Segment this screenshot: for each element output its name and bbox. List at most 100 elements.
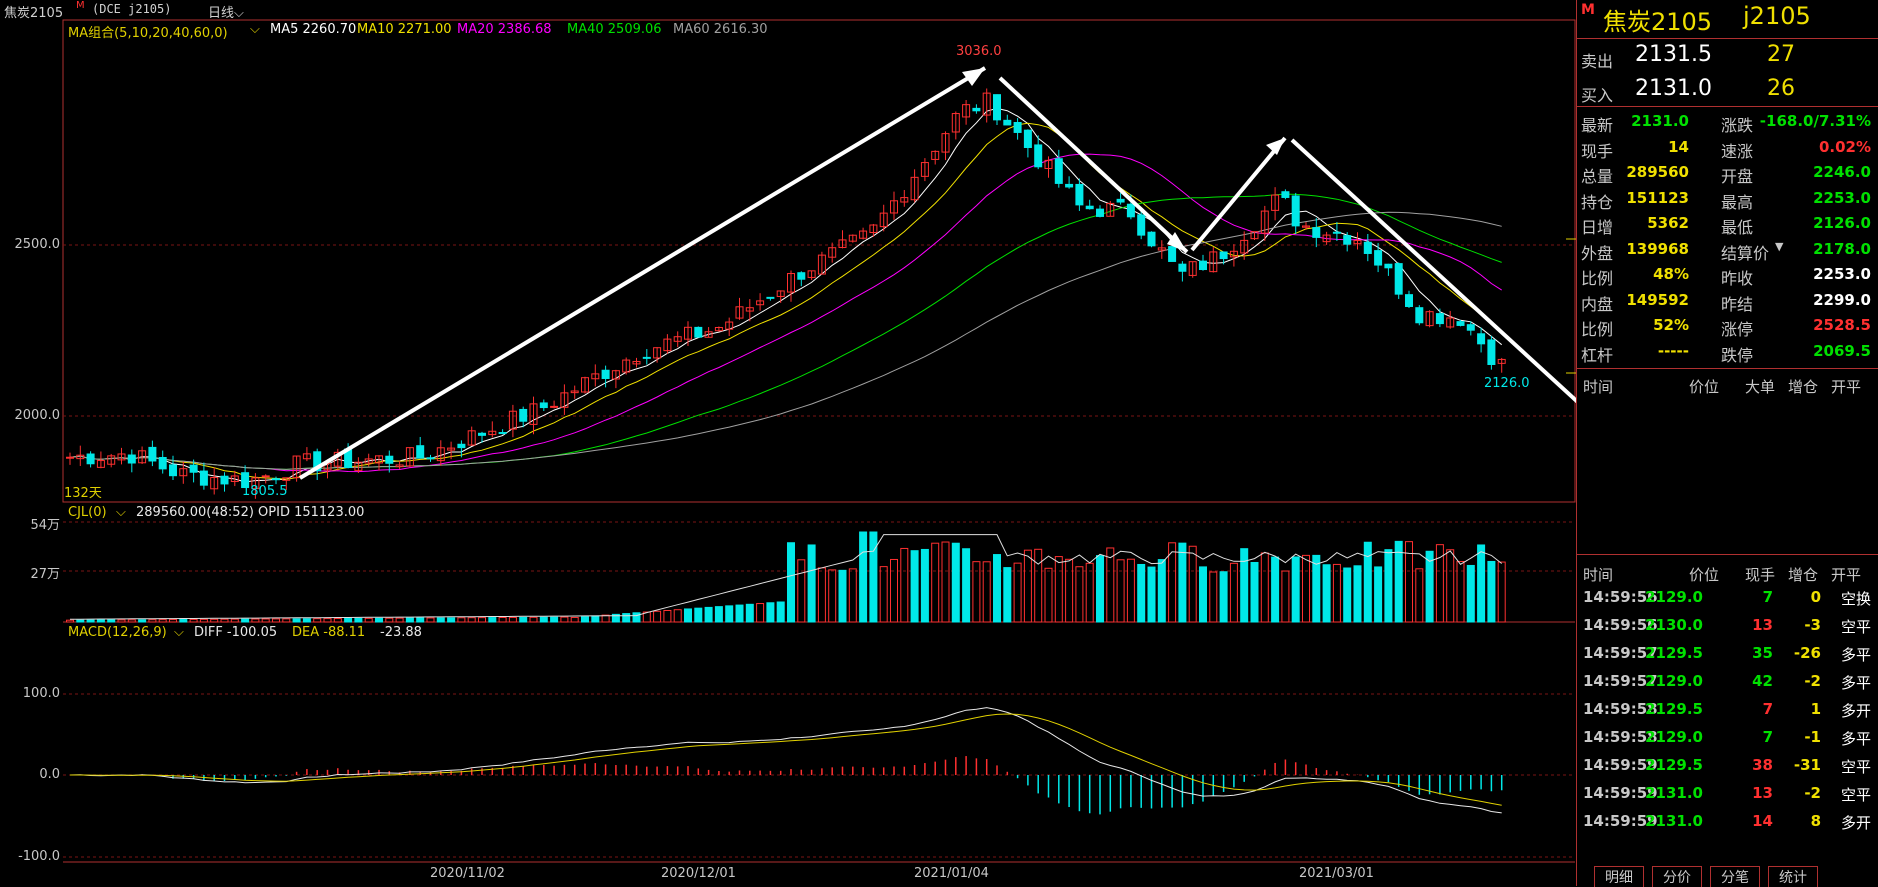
trade-volume: 13 bbox=[1752, 616, 1773, 634]
trade-type: 空平 bbox=[1840, 786, 1871, 804]
trade-row[interactable]: 14:59:59 2131.0 14 8 多开 bbox=[1577, 808, 1878, 836]
trade-oi-change: -26 bbox=[1793, 644, 1821, 662]
trade-price: 2129.5 bbox=[1645, 644, 1703, 662]
stat-label: 开盘 bbox=[1721, 167, 1754, 186]
price-axis-label: 2000.0 bbox=[14, 408, 61, 423]
stat-value: 2299.0 bbox=[1813, 290, 1871, 309]
column-header[interactable]: 大单 bbox=[1745, 378, 1776, 396]
stat-row: 比例 48% 昨收 2253.0 bbox=[1577, 263, 1878, 288]
trade-price: 2131.0 bbox=[1645, 812, 1703, 830]
date-axis-label: 2021/03/01 bbox=[1299, 866, 1374, 881]
column-header[interactable]: 价位 bbox=[1689, 566, 1720, 584]
date-axis-label: 2021/01/04 bbox=[914, 866, 989, 881]
column-header[interactable]: 时间 bbox=[1583, 378, 1614, 396]
stat-row: 外盘 139968 结算价 ▼ 2178.0 bbox=[1577, 238, 1878, 263]
trade-type: 多平 bbox=[1840, 646, 1871, 664]
symbol-mark: M bbox=[76, 0, 85, 11]
macd-histogram bbox=[79, 756, 1503, 815]
uptrend-arrow-2[interactable] bbox=[1190, 136, 1287, 252]
symbol-title[interactable]: 焦炭2105 bbox=[4, 6, 64, 21]
trade-oi-change: 8 bbox=[1810, 812, 1821, 830]
trade-volume: 42 bbox=[1752, 672, 1773, 690]
macd-title[interactable]: MACD(12,26,9) bbox=[68, 625, 167, 640]
sell-row[interactable]: 卖出 2131.5 27 bbox=[1577, 42, 1878, 72]
trade-type: 多开 bbox=[1840, 702, 1871, 720]
downtrend-arrow-1[interactable] bbox=[998, 76, 1189, 254]
stat-label: 杠杆 bbox=[1581, 345, 1614, 365]
chevron-down-icon[interactable]: ⌵ bbox=[174, 625, 184, 640]
column-header[interactable]: 时间 bbox=[1583, 566, 1614, 584]
trade-time: 14:59:56 bbox=[1583, 588, 1658, 606]
chevron-down-icon[interactable]: ▼ bbox=[1775, 239, 1784, 253]
trade-row[interactable]: 14:59:56 2130.0 13 -3 空平 bbox=[1577, 612, 1878, 640]
column-header[interactable]: 开平 bbox=[1831, 378, 1862, 396]
macd-diff-line bbox=[69, 707, 1502, 814]
high-price-label: 3036.0 bbox=[956, 44, 1002, 59]
column-header[interactable]: 增仓 bbox=[1788, 566, 1819, 584]
arrow-head-icon bbox=[962, 68, 985, 86]
column-header[interactable]: 价位 bbox=[1689, 378, 1720, 396]
kline-chart[interactable] bbox=[0, 0, 1576, 886]
trade-volume: 7 bbox=[1762, 700, 1773, 718]
sell-price: 2131.5 bbox=[1635, 42, 1712, 67]
volume-title[interactable]: CJL(0) bbox=[68, 505, 107, 520]
trade-row[interactable]: 14:59:58 2129.5 7 1 多开 bbox=[1577, 696, 1878, 724]
stat-label: 最新 bbox=[1581, 116, 1614, 135]
trade-row[interactable]: 14:59:56 2129.0 7 0 空换 bbox=[1577, 584, 1878, 612]
stat-label: 涨停 bbox=[1721, 320, 1754, 339]
stat-label: 总量 bbox=[1581, 167, 1614, 186]
stat-label: 内盘 bbox=[1581, 294, 1614, 314]
tab-detail[interactable]: 明细 bbox=[1594, 866, 1644, 887]
trade-row[interactable]: 14:59:59 2131.0 13 -2 空平 bbox=[1577, 780, 1878, 808]
uptrend-arrow-1[interactable] bbox=[298, 66, 987, 480]
chevron-down-icon[interactable]: ⌵ bbox=[116, 505, 126, 520]
stat-value: 2253.0 bbox=[1813, 265, 1871, 283]
days-count-label: 132天 bbox=[64, 486, 102, 501]
quote-panel: M 焦炭2105 j2105 卖出 2131.5 27 买入 2131.0 26… bbox=[1576, 0, 1878, 886]
trade-type: 多平 bbox=[1840, 674, 1871, 692]
trade-price: 2129.0 bbox=[1645, 672, 1703, 690]
ma-legend-title[interactable]: MA组合(5,10,20,40,60,0) bbox=[68, 26, 228, 41]
tab-tick[interactable]: 分笔 bbox=[1710, 866, 1760, 887]
chevron-down-icon[interactable]: ⌵ bbox=[250, 22, 260, 37]
date-axis-label: 2020/11/02 bbox=[430, 866, 505, 881]
trade-type: 空平 bbox=[1840, 618, 1871, 636]
trade-row[interactable]: 14:59:57 2129.0 42 -2 多平 bbox=[1577, 668, 1878, 696]
trade-row[interactable]: 14:59:57 2129.5 35 -26 多平 bbox=[1577, 640, 1878, 668]
trade-row[interactable]: 14:59:59 2129.5 38 -31 空平 bbox=[1577, 752, 1878, 780]
trade-type: 空换 bbox=[1840, 590, 1871, 608]
stat-value: 0.02% bbox=[1818, 137, 1871, 156]
stat-label: 昨收 bbox=[1721, 269, 1754, 288]
stat-value: 289560 bbox=[1626, 163, 1689, 181]
stat-value: 2069.5 bbox=[1813, 341, 1871, 360]
stat-label: 比例 bbox=[1581, 269, 1614, 288]
stat-label: 昨结 bbox=[1721, 294, 1754, 314]
downtrend-arrow-2[interactable] bbox=[1290, 138, 1576, 450]
stat-value: 151123 bbox=[1626, 188, 1689, 207]
trade-volume: 35 bbox=[1752, 644, 1773, 662]
volume-values: 289560.00(48:52) OPID 151123.00 bbox=[136, 505, 365, 520]
trend-arrows[interactable] bbox=[298, 66, 1576, 480]
stat-value: -168.0/7.31% bbox=[1759, 112, 1871, 130]
arrow-head-icon bbox=[1167, 232, 1187, 252]
macd-dea-line bbox=[70, 713, 1502, 806]
stat-value: 52% bbox=[1653, 316, 1689, 334]
ma40-value: MA40 2509.06 bbox=[567, 22, 662, 37]
tab-stats[interactable]: 统计 bbox=[1768, 866, 1818, 887]
tab-price[interactable]: 分价 bbox=[1652, 866, 1702, 887]
date-axis-label: 2020/12/01 bbox=[661, 866, 736, 881]
chevron-down-icon: ⌵ bbox=[234, 6, 244, 21]
stat-label: 结算价 bbox=[1721, 243, 1770, 263]
column-header[interactable]: 现手 bbox=[1745, 566, 1776, 584]
column-header[interactable]: 增仓 bbox=[1788, 378, 1819, 396]
quote-header: M 焦炭2105 j2105 bbox=[1577, 0, 1878, 36]
period-selector[interactable]: 日线⌵ bbox=[208, 2, 244, 21]
trade-volume: 13 bbox=[1752, 784, 1773, 802]
column-header[interactable]: 开平 bbox=[1831, 566, 1862, 584]
stat-row: 最新 2131.0 涨跌 -168.0/7.31% bbox=[1577, 110, 1878, 135]
stat-value: 149592 bbox=[1626, 290, 1689, 309]
trade-row[interactable]: 14:59:58 2129.0 7 -1 多平 bbox=[1577, 724, 1878, 752]
buy-row[interactable]: 买入 2131.0 26 bbox=[1577, 76, 1878, 106]
arrow-head-icon bbox=[1266, 138, 1285, 155]
macd-axis-label: 0.0 bbox=[39, 767, 60, 782]
